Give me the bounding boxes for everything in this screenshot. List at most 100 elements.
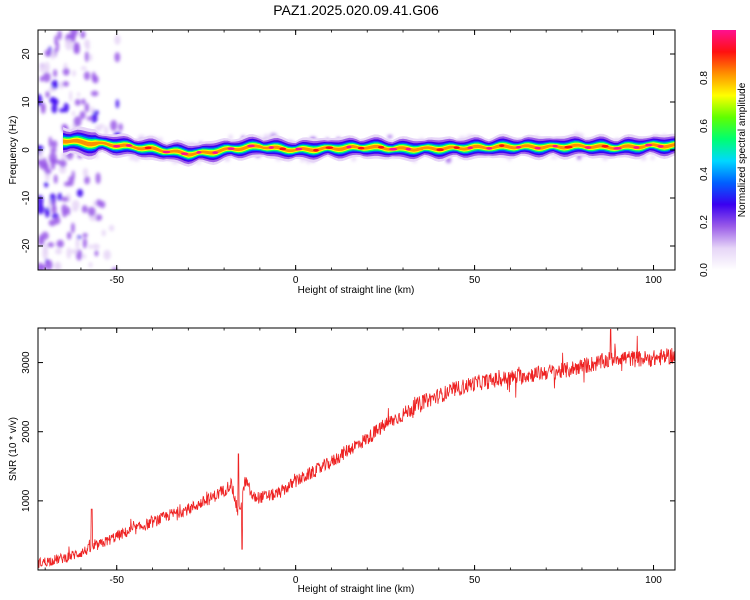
noise-cell (387, 134, 393, 139)
noise-cell (115, 99, 120, 109)
noise-cell (84, 175, 90, 185)
noise-cell (39, 160, 43, 170)
ridge-peak (227, 147, 235, 151)
noise-cell (81, 205, 88, 214)
ridge-peak (416, 147, 424, 151)
x-tick-label: 100 (645, 575, 662, 586)
noise-cell (71, 111, 76, 116)
ridge-peak (180, 152, 189, 156)
noise-cell (45, 259, 53, 270)
ridge-peak (125, 144, 133, 147)
noise-cell (80, 30, 86, 39)
ridge-peak (162, 150, 171, 154)
noise-cell (92, 75, 99, 84)
snr-series-line (38, 328, 675, 568)
colorbar-tick-label: 0.0 (699, 263, 710, 277)
ridge-peak (552, 144, 558, 148)
ridge-peak (144, 146, 152, 150)
noise-cell (45, 91, 50, 98)
spectrogram-x-axis-label: Height of straight line (km) (298, 285, 415, 296)
noise-cell (91, 113, 98, 123)
ridge-peak (613, 146, 622, 150)
colorbar-tick-label: 0.4 (699, 167, 710, 181)
noise-cell (71, 170, 75, 181)
noise-cell (99, 200, 106, 209)
noise-cell (48, 219, 57, 227)
noise-cell (88, 262, 93, 268)
noise-cell (48, 136, 52, 148)
noise-cell (44, 49, 52, 57)
noise-cell (81, 98, 86, 105)
noise-cell (44, 61, 50, 73)
noise-cell (79, 110, 86, 120)
ridge-peak (295, 147, 303, 151)
ridge-peak (486, 147, 493, 150)
noise-cell (82, 167, 89, 178)
noise-cell (44, 168, 52, 175)
noise-cell (62, 81, 70, 87)
noise-cell (83, 71, 91, 81)
noise-cell (44, 181, 49, 188)
noise-cell (75, 237, 80, 250)
noise-cell (86, 116, 93, 121)
snr-panel: -50 0 50 100 1000 2000 3000 Height of straight… (8, 327, 676, 595)
noise-cell (82, 253, 87, 259)
noise-cell (57, 30, 62, 41)
ridge-peak (584, 146, 592, 149)
noise-cell (63, 181, 72, 187)
noise-cell (51, 79, 59, 90)
noise-cell (66, 206, 71, 216)
noise-cell (104, 125, 109, 136)
noise-cell (650, 155, 655, 161)
noise-cell (50, 160, 56, 170)
noise-cell (38, 94, 43, 106)
ridge-peak (325, 146, 334, 150)
snr-x-axis-label: Height of straight line (km) (298, 584, 415, 595)
chart-title: PAZ1.2025.020.09.41.G06 (273, 2, 439, 18)
noise-cell (38, 204, 45, 215)
y-tick-label: 3000 (21, 351, 32, 374)
noise-cell (103, 249, 111, 261)
noise-cell (61, 204, 68, 214)
noise-cell (39, 76, 44, 82)
colorbar-gradient (712, 30, 736, 270)
y-tick-label: -20 (21, 238, 32, 253)
noise-cell (53, 174, 58, 184)
x-tick-label: -50 (110, 575, 125, 586)
noise-cell (38, 149, 43, 159)
ridge-peak (515, 145, 522, 149)
noise-cell (55, 41, 60, 52)
x-tick-label: 0 (293, 275, 299, 286)
noise-cell (42, 71, 51, 83)
noise-cell (52, 98, 59, 106)
x-tick-label: 100 (645, 275, 662, 286)
spectrogram-y-axis-label: Frequency (Hz) (8, 116, 19, 185)
colorbar-ticks: 0.0 0.2 0.4 0.6 0.8 (699, 71, 710, 277)
ridge-peak (405, 147, 412, 151)
noise-cell (77, 92, 81, 97)
ridge-peak (633, 146, 640, 149)
colorbar-tick-label: 0.8 (699, 71, 710, 85)
noise-cell (51, 103, 58, 114)
noise-cell (118, 123, 123, 131)
spectral-ridge (63, 126, 675, 167)
y-tick-label: 10 (21, 96, 32, 108)
noise-cell (93, 200, 97, 207)
noise-cell (73, 116, 82, 127)
noise-cell (94, 250, 99, 257)
noise-cell (38, 145, 44, 151)
spectrogram-ticks: -50 0 50 100 -20 -10 0 10 20 (21, 30, 675, 286)
noise-cell (71, 199, 80, 210)
ridge-peak (279, 147, 287, 151)
noise-cell (59, 81, 64, 90)
ridge-peak (467, 146, 473, 150)
noise-cell (59, 165, 67, 174)
noise-cell (111, 267, 118, 270)
ridge-peak (313, 148, 319, 152)
noise-cell (228, 134, 233, 141)
noise-cell (84, 102, 90, 113)
y-tick-label: -10 (21, 190, 32, 205)
ridge-peak (601, 144, 609, 148)
colorbar-label: Normalized spectral amplitude (737, 82, 748, 217)
noise-cell (51, 140, 58, 149)
